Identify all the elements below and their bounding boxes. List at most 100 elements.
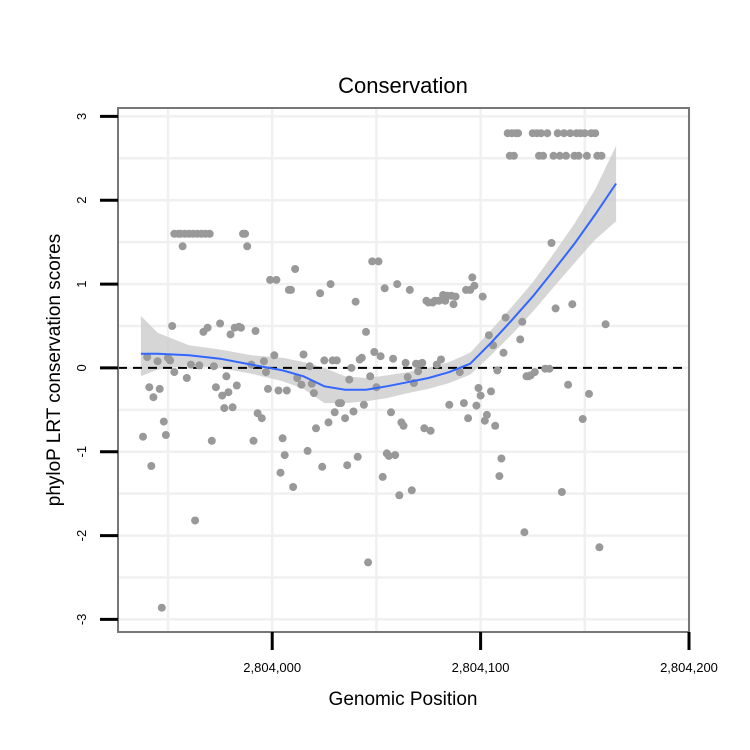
data-point: [484, 331, 493, 340]
data-point: [251, 327, 260, 335]
x-tick-label: 2,804,200: [660, 660, 718, 675]
data-point: [407, 486, 416, 495]
data-points: [139, 129, 610, 612]
data-point: [562, 151, 570, 160]
data-point: [262, 368, 270, 377]
data-point: [366, 372, 375, 381]
data-point: [186, 360, 195, 369]
data-point: [601, 320, 610, 329]
data-point: [530, 368, 539, 377]
data-point: [159, 417, 168, 426]
data-point: [168, 322, 177, 330]
smooth-trend-line: [140, 182, 617, 391]
data-point: [324, 418, 333, 427]
data-point: [309, 389, 318, 398]
data-point: [472, 401, 481, 410]
plot-frame: [117, 107, 690, 633]
data-point: [351, 297, 360, 306]
data-point: [551, 304, 560, 313]
data-point: [553, 129, 562, 138]
data-point: [520, 528, 529, 537]
data-point: [139, 432, 147, 441]
data-point: [401, 358, 410, 367]
data-point: [345, 375, 354, 384]
y-axis-label: phyloP LRT conservation scores: [44, 234, 65, 507]
x-tick-label: 2,804,000: [243, 660, 301, 675]
data-point: [224, 388, 233, 397]
chart-title: Conservation: [338, 73, 468, 98]
data-point: [243, 242, 252, 251]
data-point: [157, 603, 166, 612]
data-point: [353, 452, 362, 461]
data-point: [341, 414, 350, 423]
data-point: [376, 352, 385, 361]
data-point: [464, 414, 473, 423]
data-point: [218, 391, 227, 400]
data-point: [303, 446, 312, 455]
data-point: [170, 368, 179, 377]
data-point: [191, 516, 200, 525]
y-tick-label: 2: [74, 197, 89, 204]
data-point: [153, 357, 162, 366]
data-point: [222, 372, 231, 381]
data-point: [280, 451, 289, 460]
data-point: [491, 421, 500, 430]
data-point: [278, 434, 287, 443]
data-point: [237, 323, 245, 332]
data-point: [359, 400, 368, 409]
x-tick-label: 2,804,100: [452, 660, 510, 675]
data-point: [182, 374, 191, 382]
data-point: [266, 275, 275, 284]
data-point: [209, 362, 218, 371]
data-point: [403, 373, 412, 382]
data-point: [380, 284, 389, 293]
confidence-band: [140, 145, 617, 404]
data-point: [207, 436, 216, 445]
data-point: [178, 242, 187, 251]
data-point: [272, 275, 281, 284]
data-point: [320, 356, 329, 365]
data-point: [478, 292, 487, 301]
data-point: [195, 361, 204, 370]
data-point: [370, 348, 379, 356]
data-point: [455, 368, 464, 377]
data-point: [374, 257, 383, 266]
data-point: [155, 384, 164, 393]
data-point: [495, 472, 504, 481]
data-point: [395, 491, 404, 500]
data-point: [228, 403, 237, 412]
data-point: [420, 424, 429, 433]
data-point: [211, 383, 220, 392]
data-point: [549, 151, 558, 160]
data-point: [585, 389, 593, 398]
data-point: [487, 387, 495, 396]
data-point: [451, 292, 460, 301]
data-point: [166, 356, 175, 365]
data-point: [147, 462, 156, 470]
data-point: [545, 364, 554, 373]
data-point: [514, 129, 523, 138]
data-point: [318, 462, 327, 471]
data-point: [291, 265, 300, 273]
data-point: [580, 129, 589, 138]
data-point: [391, 451, 400, 460]
data-point: [205, 229, 214, 238]
data-point: [299, 350, 308, 359]
data-point: [474, 384, 483, 392]
data-point: [143, 353, 152, 361]
data-point: [332, 356, 341, 365]
y-tick-label: 3: [74, 113, 89, 120]
data-point: [568, 300, 577, 309]
data-point: [316, 289, 325, 298]
data-point: [578, 415, 587, 423]
data-point: [364, 558, 373, 567]
data-point: [414, 367, 423, 376]
data-point: [349, 407, 358, 416]
data-point: [499, 348, 508, 357]
data-point: [509, 151, 518, 160]
data-point: [595, 543, 604, 552]
data-point: [220, 404, 229, 413]
data-point: [232, 381, 241, 390]
data-point: [241, 229, 250, 238]
